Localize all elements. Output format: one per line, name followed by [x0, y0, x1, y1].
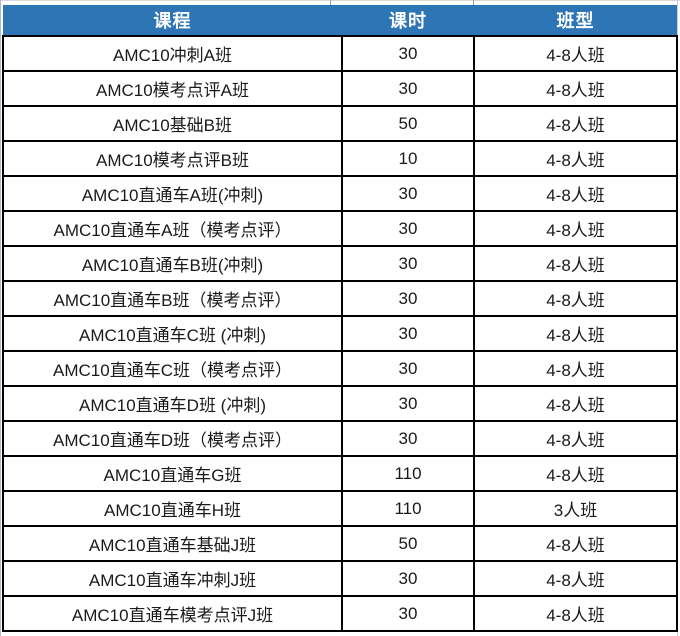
hours-cell[interactable]: 30	[341, 35, 475, 72]
class-type-cell[interactable]: 4-8人班	[473, 595, 678, 632]
table-row: AMC10直通车A班(冲刺) 30 4-8人班	[2, 175, 678, 212]
course-cell[interactable]: AMC10冲刺A班	[2, 35, 343, 72]
course-cell[interactable]: AMC10直通车D班（模考点评）	[2, 420, 343, 457]
class-type-cell[interactable]: 4-8人班	[473, 350, 678, 387]
sheet-gridline-right	[677, 0, 678, 636]
class-type-cell[interactable]: 3人班	[473, 490, 678, 527]
hours-cell[interactable]: 30	[341, 385, 475, 422]
hours-cell[interactable]: 30	[341, 175, 475, 212]
course-cell[interactable]: AMC10直通车D班 (冲刺)	[2, 385, 343, 422]
table-row: AMC10直通车D班 (冲刺) 30 4-8人班	[2, 385, 678, 422]
course-cell[interactable]: AMC10模考点评B班	[2, 140, 343, 177]
table-row: AMC10直通车C班（模考点评） 30 4-8人班	[2, 350, 678, 387]
hours-cell[interactable]: 30	[341, 70, 475, 107]
course-cell[interactable]: AMC10直通车B班(冲刺)	[2, 245, 343, 282]
hours-cell[interactable]: 30	[341, 210, 475, 247]
table-row: AMC10模考点评A班 30 4-8人班	[2, 70, 678, 107]
class-type-cell[interactable]: 4-8人班	[473, 175, 678, 212]
hours-cell[interactable]: 30	[341, 560, 475, 597]
table-row: AMC10直通车B班（模考点评） 30 4-8人班	[2, 280, 678, 317]
sheet-gridline-top	[0, 0, 680, 1]
class-type-cell[interactable]: 4-8人班	[473, 420, 678, 457]
table-row: AMC10冲刺A班 30 4-8人班	[2, 35, 678, 72]
course-cell[interactable]: AMC10直通车C班（模考点评）	[2, 350, 343, 387]
course-cell[interactable]: AMC10直通车A班（模考点评）	[2, 210, 343, 247]
hours-cell[interactable]: 10	[341, 140, 475, 177]
column-header-class-type[interactable]: 班型	[474, 5, 677, 37]
hours-cell[interactable]: 30	[341, 280, 475, 317]
class-type-cell[interactable]: 4-8人班	[473, 210, 678, 247]
table-row: AMC10直通车H班 110 3人班	[2, 490, 678, 527]
course-cell[interactable]: AMC10直通车A班(冲刺)	[2, 175, 343, 212]
hours-cell[interactable]: 30	[341, 595, 475, 632]
hours-cell[interactable]: 50	[341, 105, 475, 142]
sheet-gridline-left	[0, 0, 1, 636]
class-type-cell[interactable]: 4-8人班	[473, 455, 678, 492]
column-header-course[interactable]: 课程	[3, 5, 342, 37]
table-row: AMC10直通车D班（模考点评） 30 4-8人班	[2, 420, 678, 457]
hours-cell[interactable]: 30	[341, 350, 475, 387]
hours-cell[interactable]: 30	[341, 315, 475, 352]
course-cell[interactable]: AMC10直通车H班	[2, 490, 343, 527]
column-header-hours[interactable]: 课时	[342, 5, 474, 37]
class-type-cell[interactable]: 4-8人班	[473, 70, 678, 107]
hours-cell[interactable]: 30	[341, 245, 475, 282]
class-type-cell[interactable]: 4-8人班	[473, 140, 678, 177]
course-cell[interactable]: AMC10直通车B班（模考点评）	[2, 280, 343, 317]
table-body: AMC10冲刺A班 30 4-8人班 AMC10模考点评A班 30 4-8人班 AMC10基…	[2, 35, 678, 632]
table-row: AMC10直通车A班（模考点评） 30 4-8人班	[2, 210, 678, 247]
course-schedule-table: 课程 课时 班型 AMC10冲刺A班 30 4-8人班 AMC10模考点评A班 30 4-…	[2, 5, 678, 632]
class-type-cell[interactable]: 4-8人班	[473, 385, 678, 422]
table-row: AMC10直通车模考点评J班 30 4-8人班	[2, 595, 678, 632]
class-type-cell[interactable]: 4-8人班	[473, 525, 678, 562]
sheet-gridline-tick	[473, 0, 474, 5]
class-type-cell[interactable]: 4-8人班	[473, 560, 678, 597]
class-type-cell[interactable]: 4-8人班	[473, 105, 678, 142]
course-cell[interactable]: AMC10直通车模考点评J班	[2, 595, 343, 632]
hours-cell[interactable]: 50	[341, 525, 475, 562]
table-row: AMC10直通车基础J班 50 4-8人班	[2, 525, 678, 562]
hours-cell[interactable]: 30	[341, 420, 475, 457]
course-cell[interactable]: AMC10直通车C班 (冲刺)	[2, 315, 343, 352]
sheet-gridline-tick	[330, 0, 331, 5]
hours-cell[interactable]: 110	[341, 490, 475, 527]
header-row: 课程 课时 班型	[3, 5, 677, 37]
class-type-cell[interactable]: 4-8人班	[473, 315, 678, 352]
hours-cell[interactable]: 110	[341, 455, 475, 492]
table-row: AMC10直通车G班 110 4-8人班	[2, 455, 678, 492]
table-row: AMC10基础B班 50 4-8人班	[2, 105, 678, 142]
table-row: AMC10直通车B班(冲刺) 30 4-8人班	[2, 245, 678, 282]
course-cell[interactable]: AMC10基础B班	[2, 105, 343, 142]
table-header: 课程 课时 班型	[3, 5, 677, 37]
table-row: AMC10直通车C班 (冲刺) 30 4-8人班	[2, 315, 678, 352]
class-type-cell[interactable]: 4-8人班	[473, 35, 678, 72]
course-cell[interactable]: AMC10直通车G班	[2, 455, 343, 492]
class-type-cell[interactable]: 4-8人班	[473, 245, 678, 282]
class-type-cell[interactable]: 4-8人班	[473, 280, 678, 317]
table-row: AMC10模考点评B班 10 4-8人班	[2, 140, 678, 177]
table-row: AMC10直通车冲刺J班 30 4-8人班	[2, 560, 678, 597]
course-cell[interactable]: AMC10直通车冲刺J班	[2, 560, 343, 597]
course-cell[interactable]: AMC10模考点评A班	[2, 70, 343, 107]
course-cell[interactable]: AMC10直通车基础J班	[2, 525, 343, 562]
